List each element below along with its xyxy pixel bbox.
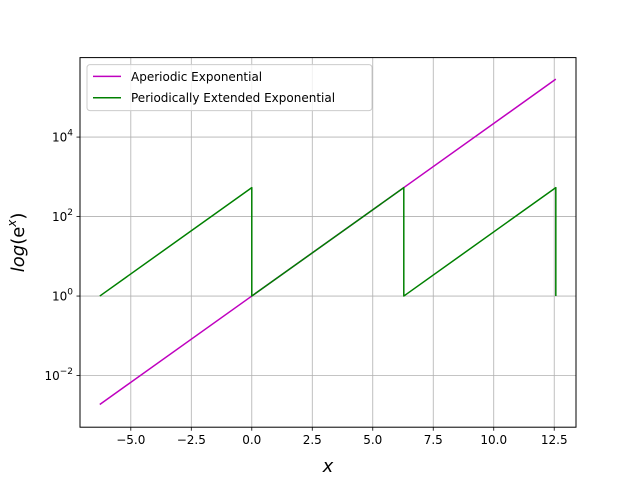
x-tick-label: 12.5 [541, 433, 568, 447]
x-tick-label: 0.0 [242, 433, 261, 447]
y-tick-label: 104 [52, 129, 73, 145]
plot-frame [79, 57, 577, 428]
legend-label-periodic: Periodically Extended Exponential [131, 91, 335, 105]
series-layer [99, 78, 557, 406]
legend-box [86, 64, 373, 112]
legend-label-aperiodic: Aperiodic Exponential [131, 70, 262, 84]
x-axis-ticks: −5.0 −2.5 0.0 2.5 5.0 7.5 10.0 12.5 [116, 427, 568, 447]
x-tick-label: 5.0 [363, 433, 382, 447]
x-tick-label: −2.5 [177, 433, 206, 447]
y-axis-ticks: 10−2 100 102 104 [44, 129, 80, 383]
y-tick-label: 100 [52, 288, 73, 304]
y-tick-label: 102 [52, 208, 73, 224]
x-tick-label: 7.5 [424, 433, 443, 447]
x-axis-label: x [322, 456, 334, 477]
x-tick-label: 10.0 [480, 433, 507, 447]
x-tick-label: −5.0 [116, 433, 145, 447]
legend: Aperiodic Exponential Periodically Exten… [86, 64, 373, 112]
series-line-periodic [99, 186, 557, 297]
x-tick-label: 2.5 [303, 433, 322, 447]
y-tick-label: 10−2 [44, 367, 73, 383]
y-axis-label: log(ex) [5, 213, 29, 273]
